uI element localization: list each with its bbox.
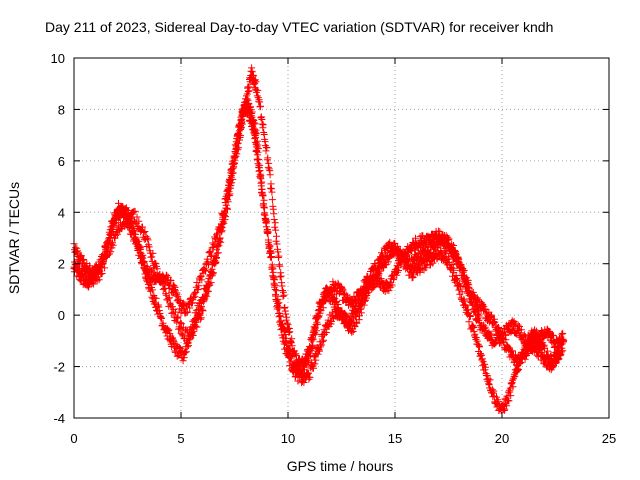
x-tick-label: 15 <box>388 431 402 446</box>
x-tick-label: 10 <box>281 431 295 446</box>
y-tick-label: -4 <box>53 411 65 426</box>
y-tick-label: 6 <box>58 154 65 169</box>
y-tick-label: 10 <box>51 51 65 66</box>
y-tick-label: 2 <box>58 257 65 272</box>
y-tick-label: 0 <box>58 308 65 323</box>
y-tick-label: 4 <box>58 205 65 220</box>
y-axis-label: SDTVAR / TECUs <box>6 182 22 294</box>
x-tick-label: 0 <box>70 431 77 446</box>
y-tick-label: 8 <box>58 102 65 117</box>
chart-title: Day 211 of 2023, Sidereal Day-to-day VTE… <box>45 19 553 35</box>
x-axis-label: GPS time / hours <box>287 458 394 474</box>
axis-ticks <box>73 57 610 419</box>
x-tick-label: 5 <box>177 431 184 446</box>
x-tick-label: 25 <box>602 431 616 446</box>
plot-frame <box>73 57 610 419</box>
tick-labels: 0 5 10 15 20 25 -4 -2 0 2 4 6 8 10 <box>51 51 617 446</box>
x-tick-label: 20 <box>495 431 509 446</box>
y-tick-label: -2 <box>53 360 65 375</box>
